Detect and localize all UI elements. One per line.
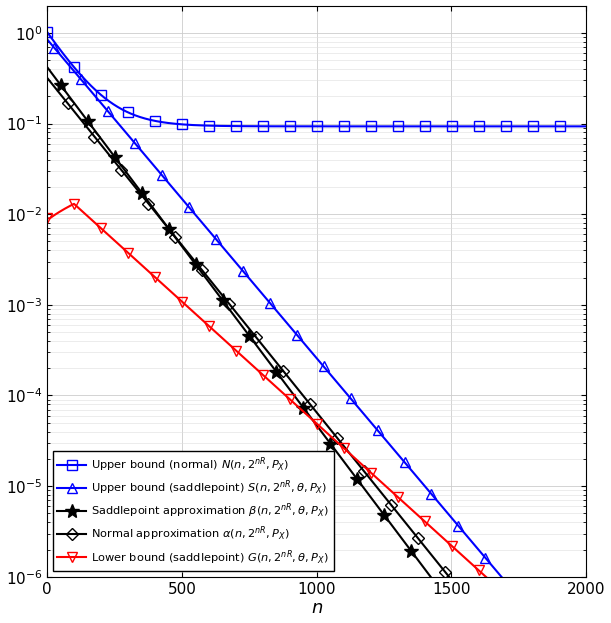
Upper bound (normal) $N(n, 2^{nR}, P_X)$: [43, 29, 51, 36]
Upper bound (normal) $N(n, 2^{nR}, P_X)$: [306, 123, 313, 130]
Normal approximation $\alpha(n, 2^{nR}, P_X)$: [306, 399, 313, 407]
Line: Upper bound (saddlepoint) $S(n, 2^{nR}, \theta, P_X)$: Upper bound (saddlepoint) $S(n, 2^{nR}, …: [42, 35, 591, 623]
Lower bound (saddlepoint) $G(n, 2^{nR}, \theta, P_X)$: [468, 561, 475, 568]
Legend: Upper bound (normal) $N(n, 2^{nR}, P_X)$, Upper bound (saddlepoint) $S(n, 2^{nR}: Upper bound (normal) $N(n, 2^{nR}, P_X)$…: [53, 451, 334, 571]
Upper bound (normal) $N(n, 2^{nR}, P_X)$: [291, 123, 299, 130]
Upper bound (saddlepoint) $S(n, 2^{nR}, \theta, P_X)$: [468, 538, 475, 545]
Line: Upper bound (normal) $N(n, 2^{nR}, P_X)$: Upper bound (normal) $N(n, 2^{nR}, P_X)$: [42, 27, 591, 131]
Lower bound (saddlepoint) $G(n, 2^{nR}, \theta, P_X)$: [291, 401, 299, 408]
Line: Normal approximation $\alpha(n, 2^{nR}, P_X)$: Normal approximation $\alpha(n, 2^{nR}, …: [43, 74, 590, 623]
Upper bound (normal) $N(n, 2^{nR}, P_X)$: [468, 123, 475, 130]
Normal approximation $\alpha(n, 2^{nR}, P_X)$: [71, 108, 78, 116]
X-axis label: $n$: $n$: [310, 599, 323, 617]
Upper bound (saddlepoint) $S(n, 2^{nR}, \theta, P_X)$: [306, 346, 313, 353]
Saddlepoint approximation $\beta(n, 2^{nR}, \theta, P_X)$: [306, 412, 313, 419]
Upper bound (normal) $N(n, 2^{nR}, P_X)$: [567, 123, 574, 130]
Lower bound (saddlepoint) $G(n, 2^{nR}, \theta, P_X)$: [306, 414, 313, 421]
Saddlepoint approximation $\beta(n, 2^{nR}, \theta, P_X)$: [71, 100, 78, 108]
Lower bound (saddlepoint) $G(n, 2^{nR}, \theta, P_X)$: [71, 201, 79, 209]
Lower bound (saddlepoint) $G(n, 2^{nR}, \theta, P_X)$: [43, 214, 51, 222]
Normal approximation $\alpha(n, 2^{nR}, P_X)$: [43, 74, 51, 82]
Line: Saddlepoint approximation $\beta(n, 2^{nR}, \theta, P_X)$: Saddlepoint approximation $\beta(n, 2^{n…: [40, 60, 593, 623]
Upper bound (normal) $N(n, 2^{nR}, P_X)$: [582, 123, 590, 130]
Saddlepoint approximation $\beta(n, 2^{nR}, \theta, P_X)$: [43, 64, 51, 71]
Normal approximation $\alpha(n, 2^{nR}, P_X)$: [468, 601, 475, 609]
Upper bound (saddlepoint) $S(n, 2^{nR}, \theta, P_X)$: [291, 329, 299, 336]
Lower bound (saddlepoint) $G(n, 2^{nR}, \theta, P_X)$: [70, 200, 78, 207]
Upper bound (normal) $N(n, 2^{nR}, P_X)$: [566, 123, 574, 130]
Saddlepoint approximation $\beta(n, 2^{nR}, \theta, P_X)$: [291, 393, 299, 401]
Upper bound (normal) $N(n, 2^{nR}, P_X)$: [71, 64, 78, 72]
Upper bound (saddlepoint) $S(n, 2^{nR}, \theta, P_X)$: [43, 36, 51, 44]
Normal approximation $\alpha(n, 2^{nR}, P_X)$: [291, 382, 299, 389]
Line: Lower bound (saddlepoint) $G(n, 2^{nR}, \theta, P_X)$: Lower bound (saddlepoint) $G(n, 2^{nR}, …: [42, 199, 591, 623]
Upper bound (saddlepoint) $S(n, 2^{nR}, \theta, P_X)$: [71, 69, 78, 76]
